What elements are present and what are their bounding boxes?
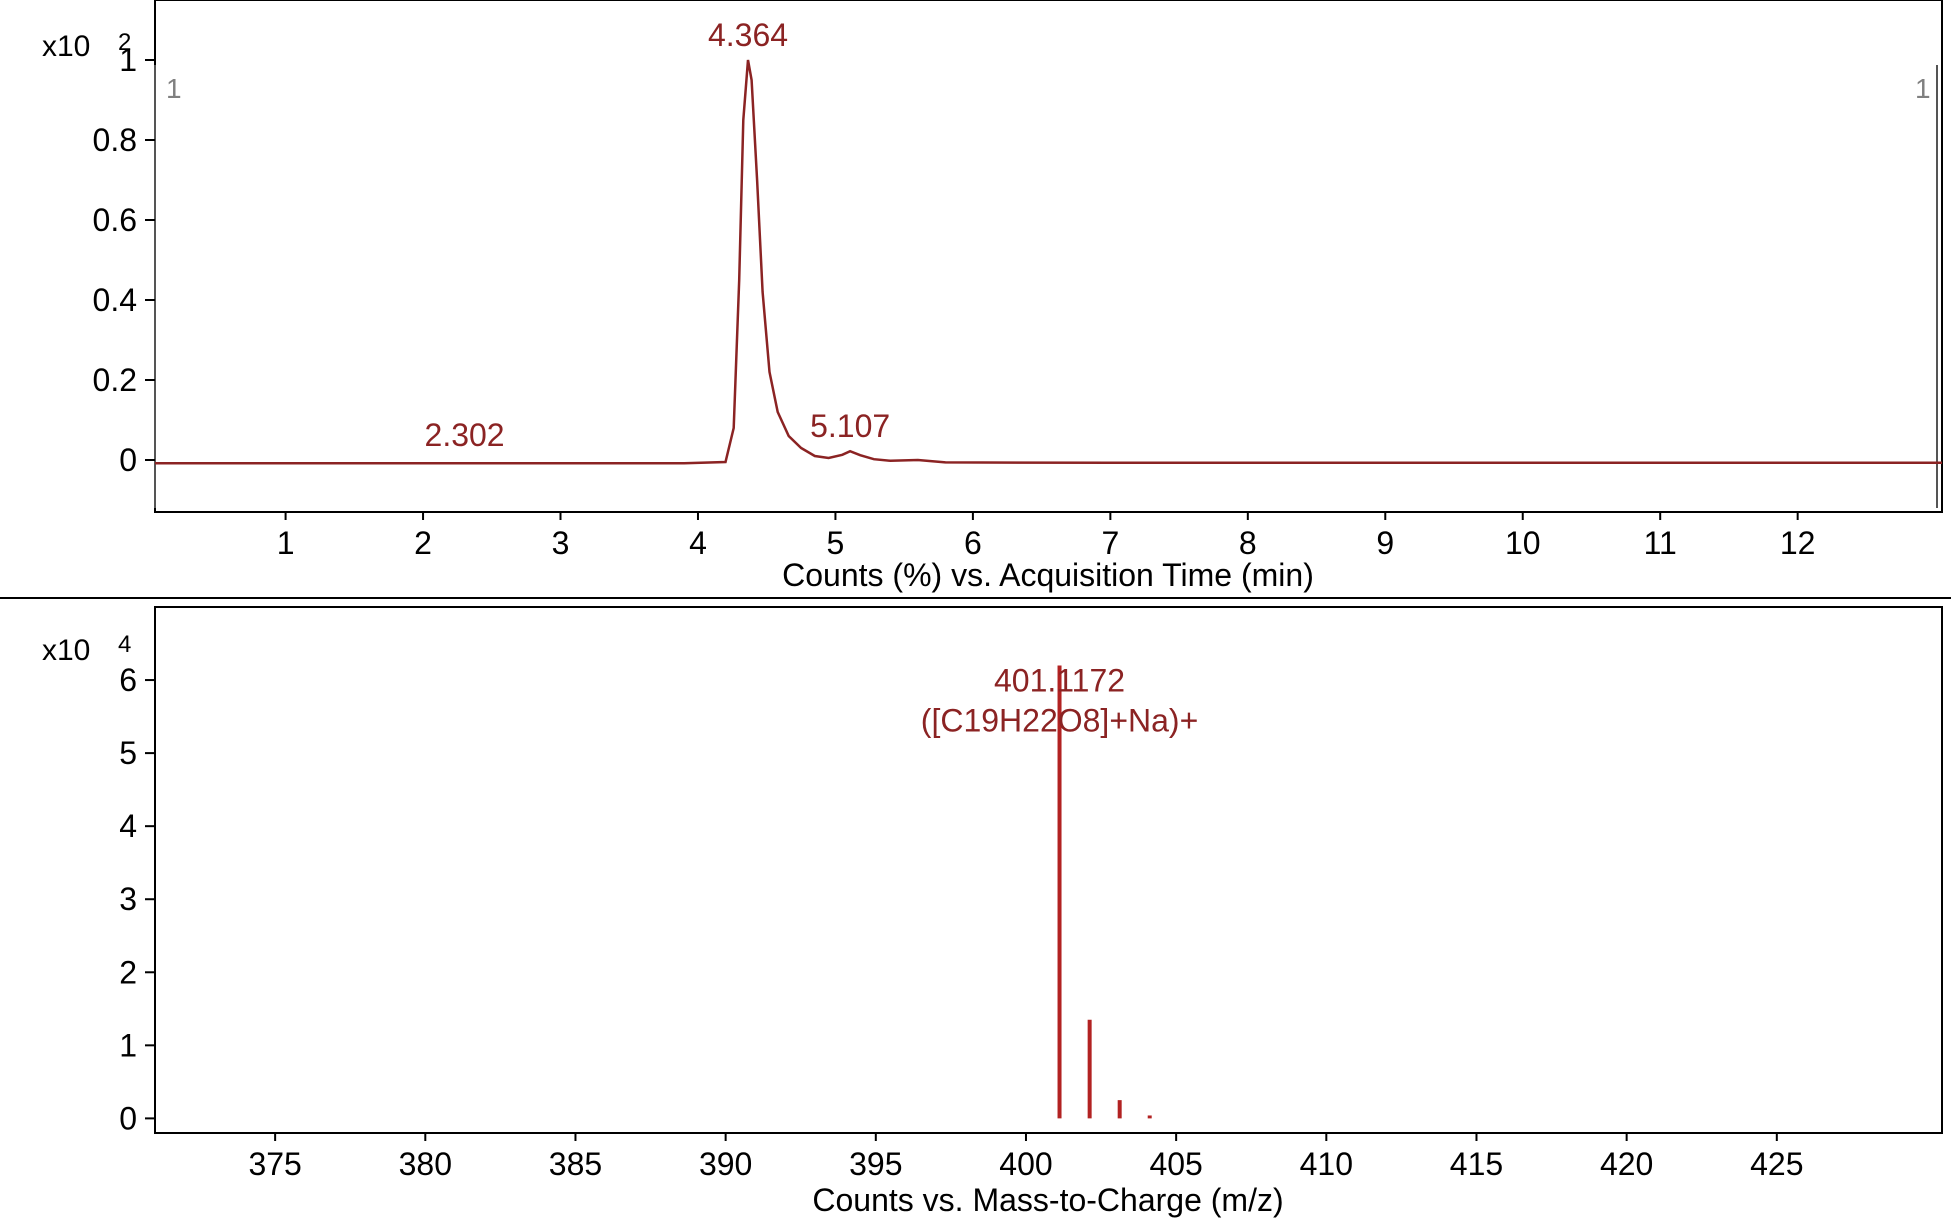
chromatogram-panel: 1 1 x10 2 00.20.40.60.81 1 2 3 4 5 6 7 8 9 10 11 12… (42, 0, 1943, 593)
mass-spectrum-peak-mz-label: 401.1172 (994, 662, 1125, 698)
chromatogram-x-tick-label: 8 (1239, 525, 1257, 561)
mass-spectrum-y-multiplier: x10 (42, 634, 90, 667)
mass-spectrum-x-tick-label: 405 (1149, 1146, 1202, 1182)
chromatogram-x-tick-label: 7 (1101, 525, 1119, 561)
chromatogram-plot-frame (154, 0, 1943, 513)
mass-spectrum-x-tick-label: 380 (399, 1146, 452, 1182)
chromatogram-y-axis: 0 0.2 0.4 0.6 0.8 1 (93, 42, 155, 478)
chromatogram-y-tick-label: 0.4 (93, 282, 137, 318)
mass-spectrum-plot-frame (154, 606, 1943, 1134)
chromatogram-marker-left: 1 (166, 73, 182, 104)
mass-spectrum-x-tick-label: 410 (1300, 1146, 1353, 1182)
mass-spectrum-y-tick-label: 0 (119, 1100, 137, 1136)
chromatogram-x-tick-label: 6 (964, 525, 982, 561)
chromatogram-marker-right: 1 (1915, 73, 1931, 104)
chromatogram-x-tick-label: 12 (1780, 525, 1816, 561)
mass-spectrum-x-tick-label: 395 (849, 1146, 902, 1182)
chromatogram-x-tick-label: 11 (1644, 525, 1677, 561)
chromatogram-x-axis: 1 2 3 4 5 6 7 8 9 10 11 12 (277, 512, 1816, 561)
mass-spectrum-x-tick-label: 375 (248, 1146, 301, 1182)
chromatogram-series-line (155, 59, 1942, 465)
mass-spectrum-x-tick-label: 415 (1450, 1146, 1503, 1182)
chromatogram-y-multiplier-exponent: 2 (118, 29, 131, 56)
mass-spectrum-y-tick-label: 2 (119, 954, 137, 990)
chromatogram-y-tick-label: 0 (119, 442, 137, 478)
mass-spectrum-x-axis-title: Counts vs. Mass-to-Charge (m/z) (812, 1182, 1283, 1218)
mass-spectrum-panel: x10 4 0 1 2 3 4 5 6 375 380 385 390 395 400 405 410 41… (42, 606, 1943, 1218)
chromatogram-x-tick-label: 1 (277, 525, 295, 561)
mass-spectrum-y-axis: 0 1 2 3 4 5 6 (119, 662, 155, 1136)
chromatogram-y-tick-label: 0.2 (93, 362, 137, 398)
mass-spectrum-y-tick-label: 1 (119, 1027, 137, 1063)
mass-spectrum-x-tick-label: 400 (999, 1146, 1052, 1182)
chromatogram-peak-label: 2.302 (425, 417, 505, 453)
mass-spectrum-y-multiplier-exponent: 4 (118, 631, 131, 658)
mass-spectrum-x-tick-label: 420 (1600, 1146, 1653, 1182)
chromatogram-x-tick-label: 10 (1505, 525, 1541, 561)
mass-spectrum-peak-labels: 401.1172 ([C19H22O8]+Na)+ (921, 662, 1198, 738)
mass-spectrum-x-tick-label: 425 (1750, 1146, 1803, 1182)
chromatogram-y-tick-label: 0.6 (93, 202, 137, 238)
mass-spectrum-peaks (1057, 665, 1152, 1119)
chromatogram-y-multiplier: x10 (42, 30, 90, 63)
mass-spectrum-x-tick-label: 390 (699, 1146, 752, 1182)
mass-spectrum-y-tick-label: 3 (119, 881, 137, 917)
chromatogram-y-tick-label: 1 (119, 42, 137, 78)
chromatogram-y-tick-label: 0.8 (93, 122, 137, 158)
mass-spectrum-y-tick-label: 4 (119, 808, 137, 844)
mass-spectrum-peak-formula-label: ([C19H22O8]+Na)+ (921, 702, 1198, 738)
mass-spectrum-y-tick-label: 6 (119, 662, 137, 698)
chromatogram-peak-labels: 4.364 2.302 5.107 (425, 17, 891, 453)
chromatogram-x-axis-title: Counts (%) vs. Acquisition Time (min) (782, 557, 1314, 593)
chromatogram-x-tick-label: 4 (689, 525, 707, 561)
chromatogram-x-tick-label: 9 (1376, 525, 1394, 561)
chromatogram-x-tick-label: 5 (827, 525, 845, 561)
mass-spectrum-y-tick-label: 5 (119, 735, 137, 771)
chromatogram-peak-label: 5.107 (810, 408, 890, 444)
chromatogram-x-tick-label: 3 (552, 525, 570, 561)
chromatogram-peak-label: 4.364 (708, 17, 788, 53)
mass-spectrum-x-axis: 375 380 385 390 395 400 405 410 415 420 425 (248, 1133, 1804, 1182)
chromatogram-x-tick-label: 2 (414, 525, 432, 561)
mass-spectrum-x-tick-label: 385 (549, 1146, 602, 1182)
